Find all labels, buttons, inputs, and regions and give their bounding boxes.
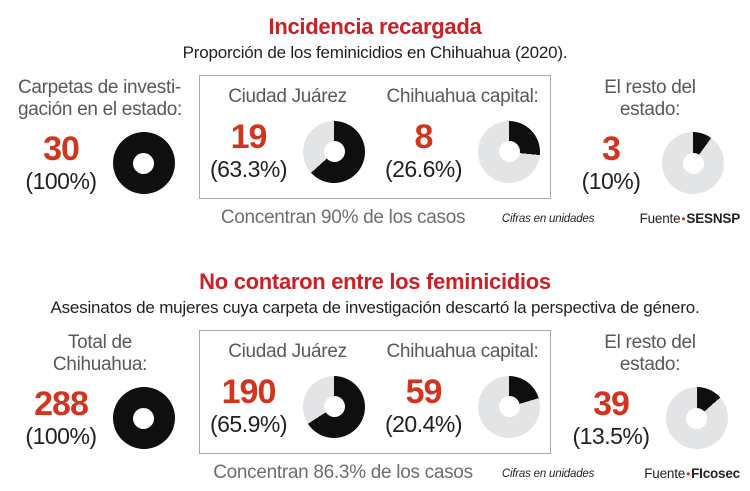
stat-value: 39 — [593, 384, 630, 423]
section2-charts-row: Total de Chihuahua: 288 (100%) Ciudad Ju… — [0, 330, 750, 454]
donut-chart-juarez — [303, 120, 366, 183]
section1-charts-row: Carpetas de investi- gación en el estado… — [0, 75, 750, 199]
section2-source: Fuente•FIcosec — [644, 466, 740, 481]
stat-value: 59 — [405, 373, 443, 412]
donut-chart-juarez — [303, 375, 366, 438]
source-prefix: Fuente — [639, 211, 681, 226]
section1-left-label: Carpetas de investi- gación en el estado… — [18, 77, 182, 122]
stat-percent: (26.6%) — [384, 156, 463, 183]
source-dot-icon: • — [681, 212, 686, 226]
stat-value: 190 — [221, 373, 277, 412]
label-line-2: estado: — [619, 354, 681, 376]
stat-group: 30 (100%) — [25, 129, 175, 195]
stat-group: 59 (20.4%) — [384, 373, 541, 438]
section2-right-label: El resto del estado: — [604, 332, 696, 377]
stat-number-block: 30 (100%) — [25, 129, 97, 194]
stat-group: 8 (26.6%) — [384, 118, 541, 183]
donut-chart-state-total — [112, 387, 175, 450]
source-prefix: Fuente — [644, 466, 686, 481]
section2-left-label: Total de Chihuahua: — [52, 332, 148, 377]
donut-chart-capital — [478, 375, 541, 438]
section2-title: No contaron entre los feminicidios — [199, 269, 551, 294]
stat-percent: (63.3%) — [209, 156, 288, 183]
stat-percent: (13.5%) — [572, 422, 650, 449]
stat-number-block: 3 (10%) — [576, 132, 646, 194]
label-line-1: Total de — [67, 332, 133, 353]
stat-value: 8 — [414, 118, 434, 157]
section1-juarez-group: Ciudad Juárez 19 (63.3%) — [200, 76, 375, 198]
label-line-2: gación en el estado: — [17, 99, 183, 121]
section1-capital-group: Chihuahua capital: 8 (26.6%) — [375, 76, 550, 198]
stat-number-block: 288 (100%) — [25, 384, 97, 449]
stat-percent: (10%) — [581, 167, 641, 194]
label-line-1: Carpetas de investi- — [17, 77, 181, 98]
label-line-2: Chihuahua: — [52, 354, 148, 376]
section2-rest-of-state-group: El resto del estado: 39 (13.5%) — [556, 330, 744, 454]
source-name: FIcosec — [691, 466, 740, 481]
section1-rest-of-state-group: El resto del estado: 3 (10%) — [556, 75, 744, 199]
stat-percent: (65.9%) — [209, 411, 288, 438]
stat-value: 30 — [43, 129, 80, 168]
stat-group: 190 (65.9%) — [209, 373, 366, 438]
label-line-2: estado: — [619, 99, 681, 121]
stat-percent: (100%) — [25, 422, 97, 449]
section1-subtitle: Proporción de los feminicidios en Chihua… — [182, 43, 568, 62]
section-no-contaron: No contaron entre los feminicidios Asesi… — [0, 269, 750, 488]
section-incidencia-recargada: Incidencia recargada Proporción de los f… — [0, 14, 750, 233]
section2-cities-box: Ciudad Juárez 190 (65.9%) Chihuahua capi… — [199, 330, 551, 454]
stat-number-block: 59 (20.4%) — [384, 373, 463, 438]
donut-chart-capital — [478, 120, 541, 183]
stat-percent: (100%) — [25, 167, 97, 194]
city-label: Ciudad Juárez — [228, 86, 347, 107]
stat-group: 19 (63.3%) — [209, 118, 366, 183]
stat-number-block: 39 (13.5%) — [572, 384, 650, 449]
stat-number-block: 8 (26.6%) — [384, 118, 463, 183]
section2-footer-row: Concentran 86.3% de los casos Cifras en … — [0, 462, 750, 488]
stat-value: 288 — [34, 384, 89, 423]
section2-state-total-group: Total de Chihuahua: 288 (100%) — [6, 330, 194, 454]
stat-percent: (20.4%) — [384, 411, 463, 438]
section1-state-total-group: Carpetas de investi- gación en el estado… — [6, 75, 194, 199]
stat-number-block: 19 (63.3%) — [209, 118, 288, 183]
section2-caption: Concentran 86.3% de los casos — [213, 462, 473, 483]
city-label: Chihuahua capital: — [386, 86, 539, 107]
section1-title: Incidencia recargada — [268, 14, 482, 39]
source-dot-icon: • — [686, 467, 691, 481]
stat-value: 3 — [602, 129, 621, 168]
section2-juarez-group: Ciudad Juárez 190 (65.9%) — [200, 331, 375, 453]
stat-number-block: 190 (65.9%) — [209, 373, 288, 438]
section1-right-label: El resto del estado: — [604, 77, 696, 122]
stat-group: 3 (10%) — [576, 132, 724, 195]
section2-units-note: Cifras en unidades — [501, 468, 595, 480]
section2-capital-group: Chihuahua capital: 59 (20.4%) — [375, 331, 550, 453]
section1-units-note: Cifras en unidades — [501, 213, 595, 225]
stat-group: 39 (13.5%) — [572, 384, 728, 450]
donut-chart-rest-of-state — [665, 387, 728, 450]
source-name: SESNSP — [686, 211, 740, 226]
stat-value: 19 — [230, 118, 268, 157]
label-line-1: El resto del — [604, 332, 696, 353]
section1-cities-box: Ciudad Juárez 19 (63.3%) Chihuahua capit… — [199, 75, 551, 199]
city-label: Ciudad Juárez — [228, 341, 347, 362]
donut-chart-rest-of-state — [662, 132, 724, 195]
city-label: Chihuahua capital: — [386, 341, 539, 362]
label-line-1: El resto del — [604, 77, 696, 98]
section1-footer-row: Concentran 90% de los casos Cifras en un… — [0, 207, 750, 233]
stat-group: 288 (100%) — [25, 384, 175, 450]
section2-subtitle: Asesinatos de mujeres cuya carpeta de in… — [50, 298, 700, 317]
section1-caption: Concentran 90% de los casos — [220, 207, 466, 228]
section1-source: Fuente•SESNSP — [639, 211, 741, 226]
donut-chart-state-total — [112, 132, 175, 195]
